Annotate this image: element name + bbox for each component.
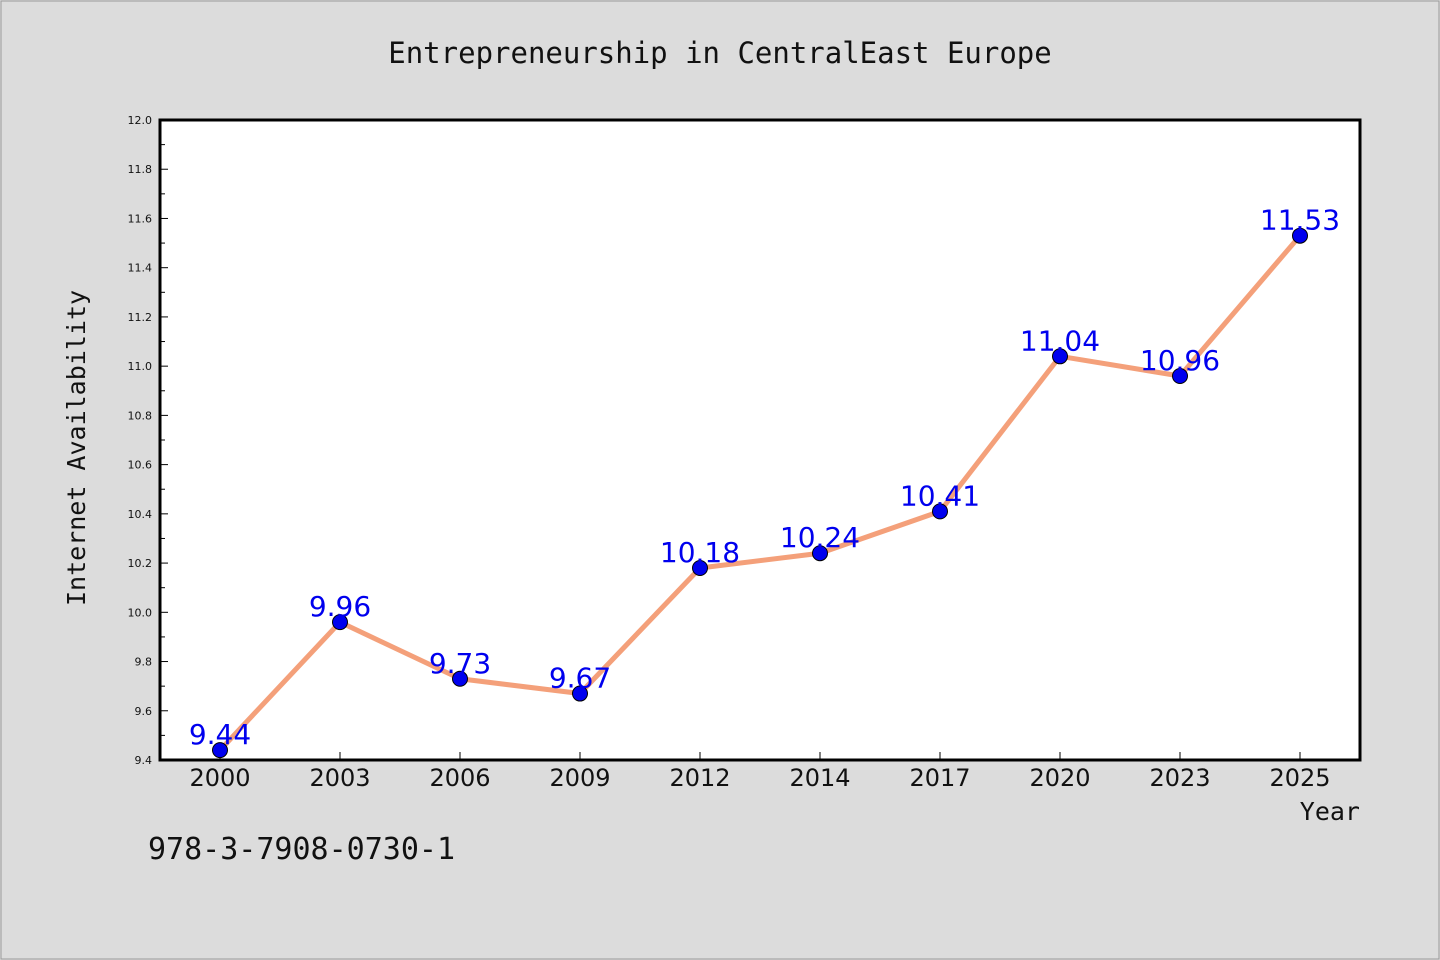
y-tick-label: 11.2 (128, 311, 153, 324)
y-axis: 9.4 9.6 9.8 10.0 10.2 10.4 10.6 10.8 11.0 11.2 11.… (128, 114, 168, 767)
data-label: 9.96 (309, 590, 371, 623)
y-axis-label: Internet Availability (62, 290, 91, 606)
data-point (212, 742, 228, 759)
y-tick-label: 9.4 (135, 754, 153, 767)
data-label: 11.53 (1260, 204, 1340, 237)
x-axis: 2000 2003 2006 2009 2012 2014 2017 2020 2023 2025 (189, 752, 1331, 792)
footer-code: 978-3-7908-0730-1 (148, 832, 456, 867)
y-tick-label: 11.8 (128, 163, 153, 176)
data-point (572, 685, 588, 702)
data-label: 10.41 (900, 479, 980, 512)
x-tick-label: 2000 (189, 764, 250, 792)
y-tick-label: 11.0 (128, 360, 153, 373)
x-tick-label: 2020 (1029, 764, 1090, 792)
y-tick-label: 10.2 (128, 557, 153, 570)
y-tick-label: 10.6 (128, 459, 153, 472)
data-series: 9.44 9.96 9.73 9.67 10.18 10.24 10.41 11.04 10.9… (189, 204, 1340, 759)
x-tick-label: 2014 (789, 764, 850, 792)
data-point (1172, 368, 1188, 384)
data-label: 10.24 (780, 521, 860, 554)
y-tick-label: 9.8 (135, 656, 153, 669)
y-tick-label: 12.0 (128, 114, 153, 127)
data-point (932, 503, 948, 520)
data-point (452, 670, 468, 687)
plot-area (158, 118, 1362, 762)
data-point (1292, 227, 1308, 244)
data-label: 11.04 (1020, 324, 1100, 357)
y-tick-label: 11.6 (128, 212, 153, 225)
chart-title: Entrepreneurship in CentralEast Europe (388, 36, 1051, 70)
data-label: 9.67 (549, 662, 611, 695)
data-point (812, 545, 828, 562)
x-tick-label: 2012 (669, 764, 730, 792)
y-tick-label: 10.4 (128, 508, 153, 521)
x-tick-label: 2025 (1269, 764, 1330, 792)
x-axis-label: Year (1300, 797, 1360, 826)
data-label: 9.73 (429, 647, 491, 680)
y-tick-label: 10.8 (128, 409, 153, 422)
x-tick-label: 2006 (429, 764, 490, 792)
data-point (1052, 348, 1068, 365)
data-point (332, 614, 348, 631)
x-tick-label: 2009 (549, 764, 610, 792)
data-label: 9.44 (189, 718, 251, 751)
data-point (692, 560, 708, 576)
x-tick-label: 2023 (1149, 764, 1210, 792)
series-line (218, 234, 1302, 752)
y-tick-label: 11.4 (128, 262, 153, 275)
x-tick-label: 2003 (309, 764, 370, 792)
data-label: 10.96 (1140, 344, 1220, 377)
y-tick-label: 10.0 (128, 606, 153, 619)
data-label: 10.18 (660, 536, 740, 569)
y-tick-label: 9.6 (135, 705, 153, 718)
x-tick-label: 2017 (909, 764, 970, 792)
